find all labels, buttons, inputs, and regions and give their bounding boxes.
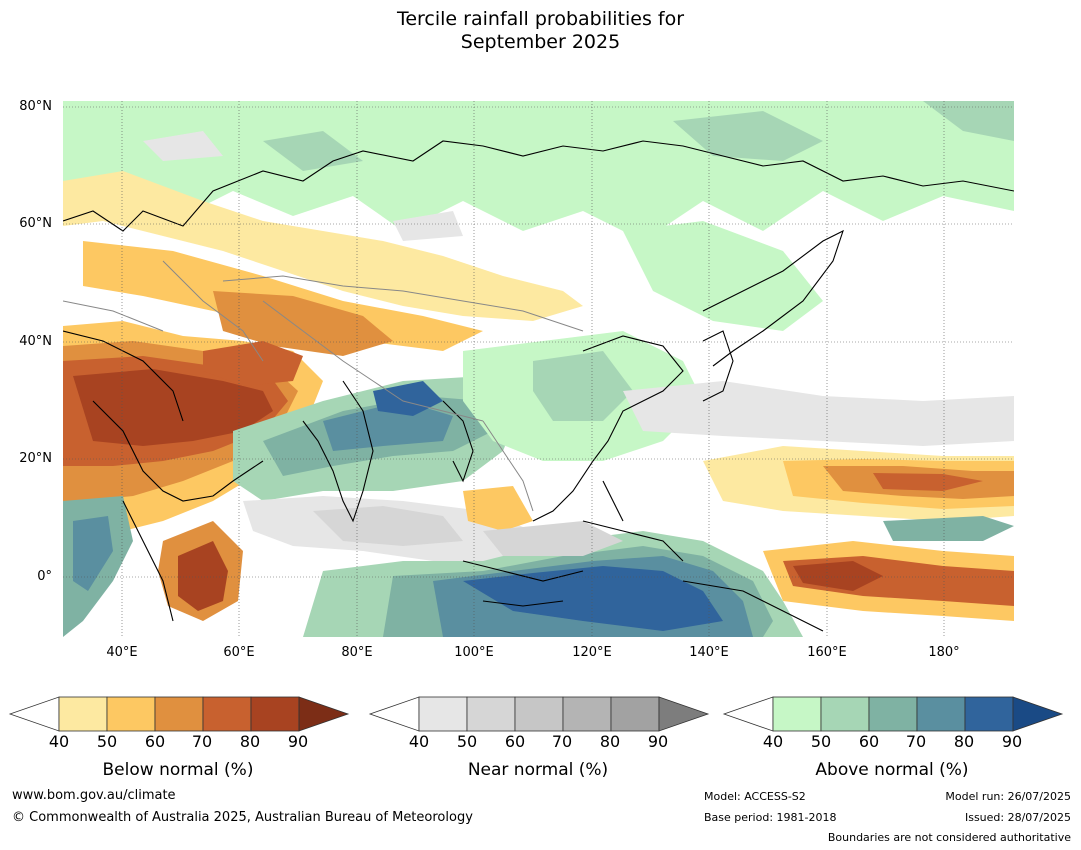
colorbar-below-normal-svg	[8, 696, 350, 732]
country-borders	[63, 260, 584, 512]
colorbar-box-5	[250, 696, 300, 732]
central-asia-below-60	[213, 291, 393, 356]
arctic-dark-green-patch	[673, 111, 823, 161]
tick-near-80: 80	[599, 732, 621, 751]
china-above-60	[533, 351, 633, 421]
title-line-2: September 2025	[460, 31, 621, 53]
boundaries-disclaimer: Boundaries are not considered authoritat…	[827, 831, 1071, 844]
model-run-text: Model run: 26/07/2025	[945, 790, 1071, 803]
copyright-text: © Commonwealth of Australia 2025, Austra…	[12, 810, 473, 825]
colorbar-box-5	[964, 696, 1014, 732]
map-svg	[63, 101, 1014, 637]
manchuria-above-normal	[623, 221, 823, 331]
pacific-above-normal-patch	[883, 516, 1014, 541]
colorbar-box-2	[820, 696, 870, 732]
colorbar-box-4	[562, 696, 612, 732]
lon-label-40e: 40°E	[106, 645, 138, 660]
lon-label-60e: 60°E	[223, 645, 255, 660]
map-title: Tercile rainfall probabilities for Septe…	[0, 8, 1081, 54]
colorbar-low-arrow	[368, 696, 420, 732]
tick-above-50: 50	[810, 732, 832, 751]
west-asia-below-normal-band	[63, 171, 583, 321]
colorbar-box-2	[466, 696, 516, 732]
lon-label-180: 180°	[928, 645, 960, 660]
colorbar-above-normal-svg	[722, 696, 1064, 732]
east-africa-below-80	[178, 541, 228, 611]
lat-label-40n: 40°N	[19, 334, 52, 349]
colorbar-low-arrow	[8, 696, 60, 732]
issued-text: Issued: 28/07/2025	[964, 811, 1071, 824]
arctic-dark-green-patch-2	[923, 101, 1014, 141]
africa-above-normal-2	[73, 516, 113, 591]
tick-near-60: 60	[504, 732, 526, 751]
colorbar-near-normal-svg	[368, 696, 710, 732]
arctic-dark-green-patch-3	[263, 131, 363, 171]
lon-label-160e: 160°E	[807, 645, 847, 660]
tick-near-90: 90	[647, 732, 669, 751]
title-line-1: Tercile rainfall probabilities for	[396, 8, 685, 30]
india-above-80	[323, 401, 453, 451]
lon-label-120e: 120°E	[572, 645, 612, 660]
colorbar-high-arrow	[298, 696, 350, 732]
west-pacific-near-normal	[623, 381, 1014, 446]
pacific-below-80	[873, 473, 983, 491]
colorbar-box-2	[106, 696, 156, 732]
model-text: Model: ACCESS-S2	[704, 790, 806, 803]
tick-near-40: 40	[408, 732, 430, 751]
lat-label-60n: 60°N	[19, 216, 52, 231]
lon-label-80e: 80°E	[341, 645, 373, 660]
middle-east-below-80	[73, 369, 273, 446]
colorbar-high-arrow	[1012, 696, 1064, 732]
colorbar-high-arrow	[658, 696, 710, 732]
lon-label-140e: 140°E	[689, 645, 729, 660]
arctic-near-normal-patch	[143, 131, 223, 161]
colorbar-below-normal	[8, 696, 350, 732]
iran-below-70	[203, 341, 303, 386]
colorbar-box-1	[772, 696, 822, 732]
tick-near-70: 70	[551, 732, 573, 751]
colorbar-above-normal-title: Above normal (%)	[815, 760, 969, 780]
graticule	[63, 101, 1014, 637]
tick-above-90: 90	[1001, 732, 1023, 751]
lon-label-100e: 100°E	[454, 645, 494, 660]
tick-below-50: 50	[96, 732, 118, 751]
tick-below-90: 90	[287, 732, 309, 751]
colorbar-box-4	[916, 696, 966, 732]
tick-below-60: 60	[144, 732, 166, 751]
lat-label-20n: 20°N	[19, 451, 52, 466]
colorbar-low-arrow	[722, 696, 774, 732]
bay-of-bengal-above-90	[373, 381, 443, 416]
colorbar-box-3	[154, 696, 204, 732]
siberia-near-normal-patch	[393, 211, 463, 241]
coastlines	[63, 140, 1014, 632]
se-asia-below-normal	[463, 486, 533, 531]
colorbar-near-normal	[368, 696, 710, 732]
rainfall-probability-map	[63, 101, 1014, 637]
colorbar-below-normal-title: Below normal (%)	[102, 760, 254, 780]
tick-above-40: 40	[762, 732, 784, 751]
tick-above-80: 80	[953, 732, 975, 751]
lat-label-80n: 80°N	[19, 99, 52, 114]
sea-near-normal	[483, 521, 623, 556]
tick-above-70: 70	[905, 732, 927, 751]
colorbar-box-5	[610, 696, 660, 732]
equatorial-pacific-below-80	[793, 561, 883, 591]
colorbar-box-3	[514, 696, 564, 732]
tick-above-60: 60	[858, 732, 880, 751]
tick-below-40: 40	[48, 732, 70, 751]
colorbar-box-4	[202, 696, 252, 732]
lat-label-0: 0°	[37, 569, 52, 584]
colorbar-box-1	[58, 696, 108, 732]
base-period-text: Base period: 1981-2018	[704, 811, 837, 824]
tick-below-70: 70	[191, 732, 213, 751]
colorbar-near-normal-title: Near normal (%)	[467, 760, 609, 780]
tick-near-50: 50	[456, 732, 478, 751]
website-link[interactable]: www.bom.gov.au/climate	[12, 788, 176, 803]
colorbar-box-3	[868, 696, 918, 732]
colorbar-box-1	[418, 696, 468, 732]
colorbar-above-normal	[722, 696, 1064, 732]
tick-below-80: 80	[239, 732, 261, 751]
maritime-continent-above-90	[463, 566, 723, 631]
